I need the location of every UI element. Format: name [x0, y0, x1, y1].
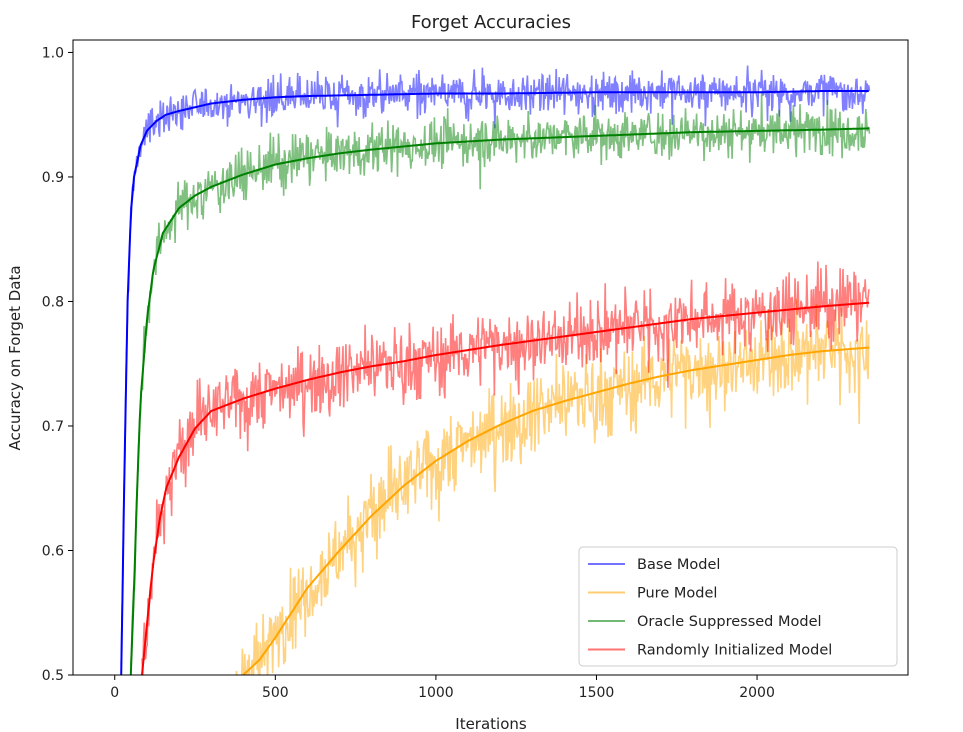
y-tick-label: 0.8 — [42, 294, 64, 310]
legend-label: Randomly Initialized Model — [637, 643, 832, 659]
y-tick-label: 0.7 — [42, 419, 64, 435]
x-tick-label: 0 — [110, 685, 119, 701]
x-tick-label: 1500 — [579, 685, 615, 701]
y-axis: 0.5 0.6 0.7 0.8 0.9 1.0 — [42, 45, 73, 684]
x-tick-label: 2000 — [739, 685, 775, 701]
x-tick-label: 500 — [262, 685, 289, 701]
raw-line-oracle-suppressed-model — [130, 90, 871, 667]
legend-box — [578, 546, 898, 667]
raw-line-pure-model — [235, 298, 870, 675]
raw-line-base-model — [120, 65, 871, 666]
y-tick-label: 0.9 — [42, 170, 64, 186]
plot-frame — [72, 39, 909, 676]
legend: Base Model Pure Model Oracle Suppressed Mo… — [578, 546, 898, 667]
x-axis-label: Iterations — [455, 715, 527, 732]
smoothed-series-layer — [120, 90, 870, 675]
y-tick-label: 0.5 — [42, 668, 64, 684]
y-tick-label: 0.6 — [42, 543, 64, 559]
raw-line-randomly-initialized-model — [141, 261, 870, 675]
y-axis-label: Accuracy on Forget Data — [6, 265, 24, 450]
legend-label: Base Model — [637, 557, 720, 573]
x-axis: 0 500 1000 1500 2000 — [110, 675, 775, 701]
x-tick-label: 1000 — [418, 685, 454, 701]
legend-label: Pure Model — [637, 586, 717, 602]
y-tick-label: 1.0 — [42, 45, 64, 61]
legend-label: Oracle Suppressed Model — [637, 614, 822, 630]
raw-series-layer — [120, 65, 871, 675]
smoothed-line-randomly-initialized-model — [141, 301, 870, 675]
smoothed-line-base-model — [120, 90, 869, 675]
chart-title: Forget Accuracies — [411, 12, 571, 33]
smoothed-line-oracle-suppressed-model — [129, 127, 870, 675]
smoothed-line-pure-model — [241, 346, 870, 675]
